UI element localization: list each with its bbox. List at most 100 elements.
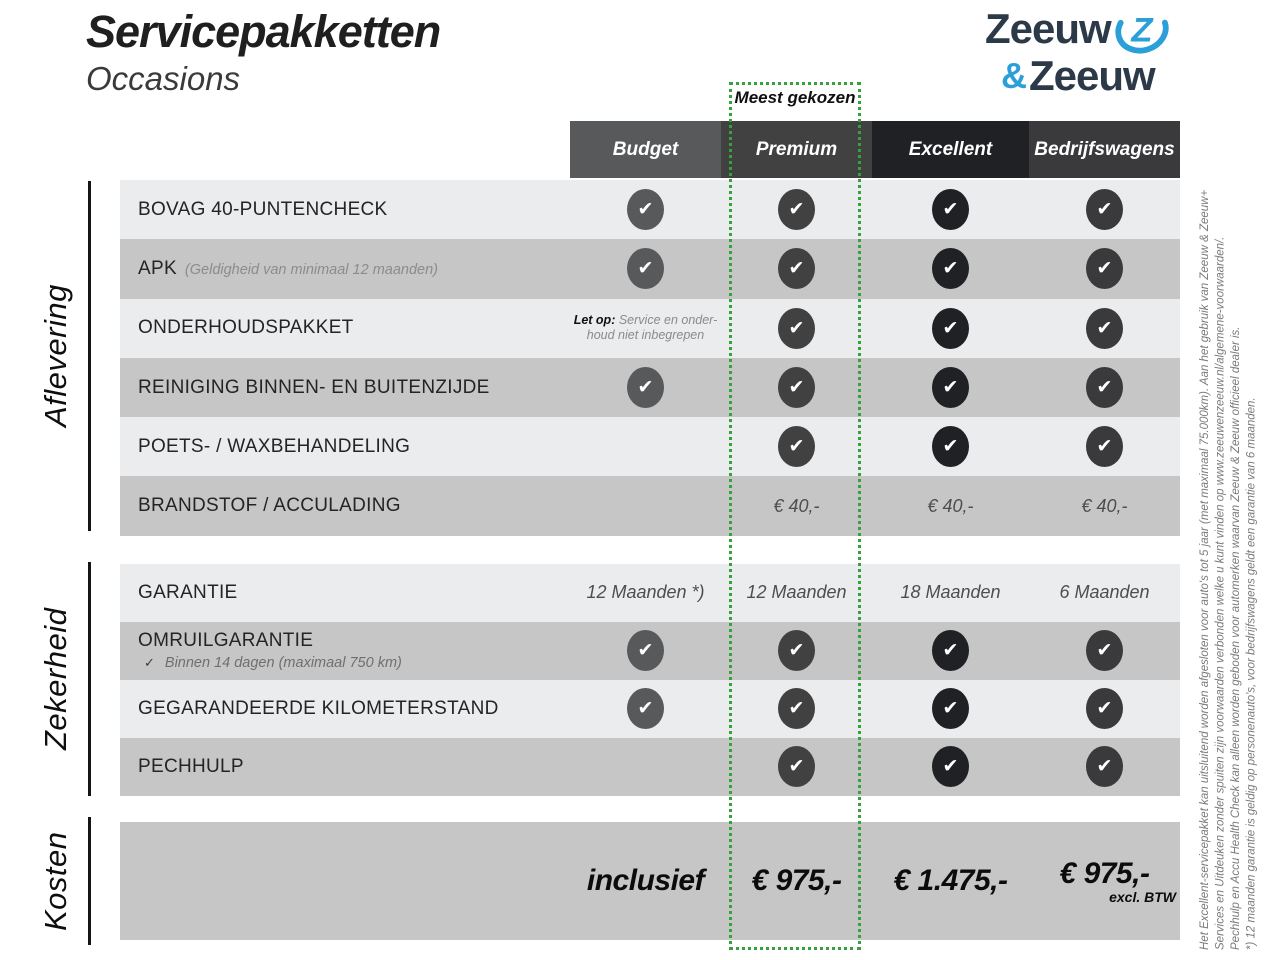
section-line-kosten bbox=[88, 817, 91, 945]
row-label: ONDERHOUDSPAKKET bbox=[138, 317, 354, 339]
table-header: Budget Premium Excellent Bedrijfswagens bbox=[570, 121, 1180, 178]
check-cell: ✔ bbox=[570, 630, 721, 672]
page-title-block: Servicepakketten Occasions bbox=[86, 6, 441, 98]
text-cell: 12 Maanden bbox=[721, 582, 872, 603]
most-chosen-badge: Meest gekozen bbox=[734, 88, 856, 107]
footnote-line: *) 12 maanden garantie is geldig op pers… bbox=[1245, 397, 1258, 950]
column-header-bedrijfswagens: Bedrijfswagens bbox=[1029, 121, 1180, 178]
section-gap bbox=[120, 535, 1180, 564]
row-label: REINIGING BINNEN- EN BUITENZIJDE bbox=[138, 376, 490, 398]
check-icon: ✔ bbox=[932, 630, 969, 672]
check-icon: ✔ bbox=[778, 630, 815, 672]
check-cell: ✔ bbox=[1029, 367, 1180, 409]
note-bold: Let op: bbox=[573, 313, 619, 328]
check-cell: ✔ bbox=[721, 307, 872, 349]
value-text: 18 Maanden bbox=[900, 582, 1001, 603]
check-icon: ✔ bbox=[627, 189, 664, 231]
row-label-cell: APK (Geldigheid van minimaal 12 maanden) bbox=[120, 258, 570, 280]
check-icon: ✔ bbox=[627, 248, 664, 290]
price-value: € 975,- bbox=[751, 863, 842, 897]
check-icon: ✔ bbox=[778, 426, 815, 468]
check-cell: ✔ bbox=[721, 426, 872, 468]
value-text: € 40,- bbox=[773, 495, 820, 516]
footnote-line: Pechhulp en Accu Health Check kan alleen… bbox=[1230, 326, 1242, 951]
row-label: APK bbox=[138, 257, 177, 279]
small-check-icon: ✓ bbox=[144, 655, 155, 671]
z-swoosh-icon: Z bbox=[1113, 4, 1171, 61]
value-text: € 40,- bbox=[1081, 495, 1128, 516]
check-cell: ✔ bbox=[570, 367, 721, 409]
check-icon: ✔ bbox=[932, 688, 969, 730]
text-cell: € 40,- bbox=[721, 496, 872, 517]
row-label: OMRUILGARANTIE bbox=[138, 630, 314, 652]
section-label-kosten: Kosten bbox=[38, 831, 73, 931]
check-cell: ✔ bbox=[872, 189, 1029, 231]
table-row: GARANTIE 12 Maanden *) 12 Maanden 18 Maande… bbox=[120, 563, 1180, 622]
check-cell: ✔ bbox=[1029, 248, 1180, 290]
table-row: APK (Geldigheid van minimaal 12 maanden) ✔… bbox=[120, 239, 1180, 299]
column-header-excellent: Excellent bbox=[872, 121, 1029, 178]
price-value: € 975,- bbox=[1059, 856, 1150, 890]
footnote-line: Het Excellent-servicepakket kan uitsluit… bbox=[1199, 189, 1211, 950]
row-label: BRANDSTOF / ACCULADING bbox=[138, 495, 401, 517]
check-icon: ✔ bbox=[778, 367, 815, 409]
check-cell: ✔ bbox=[872, 630, 1029, 672]
row-label-cell: ONDERHOUDSPAKKET bbox=[120, 317, 570, 339]
row-label-cell: PECHHULP bbox=[120, 756, 570, 778]
table-row: GEGARANDEERDE KILOMETERSTAND ✔ ✔ ✔ ✔ bbox=[120, 679, 1180, 738]
value-text: 12 Maanden *) bbox=[586, 582, 705, 603]
footnote-line: Services en Uitdeuken zonder spuiten zij… bbox=[1214, 236, 1227, 950]
note-text: Let op: Service en onder-houd niet inbeg… bbox=[573, 313, 718, 343]
check-cell: ✔ bbox=[872, 367, 1029, 409]
row-label-cell: GEGARANDEERDE KILOMETERSTAND bbox=[120, 698, 570, 720]
check-cell: ✔ bbox=[1029, 630, 1180, 672]
check-icon: ✔ bbox=[1086, 248, 1123, 290]
check-cell: ✔ bbox=[872, 426, 1029, 468]
text-cell: 6 Maanden bbox=[1029, 582, 1180, 603]
check-cell: ✔ bbox=[872, 688, 1029, 730]
price-value: € 1.475,- bbox=[893, 863, 1008, 897]
table-rows: BOVAG 40-PUNTENCHECK ✔ ✔ ✔ ✔ APK (Geldigheid v… bbox=[120, 180, 1180, 940]
table-row: OMRUILGARANTIE ✓ Binnen 14 dagen (maximaal… bbox=[120, 621, 1180, 680]
check-icon: ✔ bbox=[932, 248, 969, 290]
text-cell: € 40,- bbox=[872, 496, 1029, 517]
svg-text:Z: Z bbox=[1130, 12, 1154, 50]
fineprint-footnotes: Het Excellent-servicepakket kan uitsluit… bbox=[1198, 92, 1260, 950]
check-cell: ✔ bbox=[872, 746, 1029, 788]
value-text: 6 Maanden bbox=[1059, 582, 1150, 603]
check-icon: ✔ bbox=[932, 426, 969, 468]
check-cell: ✔ bbox=[1029, 189, 1180, 231]
column-header-premium: Premium bbox=[721, 121, 872, 178]
check-icon: ✔ bbox=[627, 688, 664, 730]
check-cell: ✔ bbox=[872, 307, 1029, 349]
row-sublabel: (Geldigheid van minimaal 12 maanden) bbox=[184, 261, 439, 278]
price-cell: € 975,- bbox=[721, 864, 872, 898]
table-row: PECHHULP ✔ ✔ ✔ bbox=[120, 737, 1180, 796]
value-text: 12 Maanden bbox=[746, 582, 847, 603]
logo-ampersand: & bbox=[1001, 55, 1027, 96]
section-label-zekerheid: Zekerheid bbox=[38, 607, 73, 751]
check-cell: ✔ bbox=[570, 688, 721, 730]
row-label: PECHHULP bbox=[138, 755, 244, 777]
check-cell: ✔ bbox=[570, 248, 721, 290]
column-header-budget: Budget bbox=[570, 121, 721, 178]
check-icon: ✔ bbox=[627, 630, 664, 672]
check-icon: ✔ bbox=[932, 367, 969, 409]
check-icon: ✔ bbox=[932, 307, 969, 349]
value-text: € 40,- bbox=[927, 495, 974, 516]
kosten-row: inclusief € 975,- € 1.475,- € 975,- excl. BT… bbox=[120, 821, 1180, 940]
section-gap bbox=[120, 795, 1180, 822]
check-icon: ✔ bbox=[778, 688, 815, 730]
check-cell: ✔ bbox=[1029, 746, 1180, 788]
check-icon: ✔ bbox=[1086, 630, 1123, 672]
check-icon: ✔ bbox=[778, 248, 815, 290]
table-row: ONDERHOUDSPAKKET Let op: Service en onder… bbox=[120, 298, 1180, 358]
check-icon: ✔ bbox=[778, 746, 815, 788]
row-label: BOVAG 40-PUNTENCHECK bbox=[138, 198, 388, 220]
row-label: GEGARANDEERDE KILOMETERSTAND bbox=[138, 697, 499, 719]
price-value: inclusief bbox=[586, 863, 705, 897]
check-cell: ✔ bbox=[721, 248, 872, 290]
logo-word2: Zeeuw bbox=[1029, 52, 1156, 99]
text-cell: € 40,- bbox=[1029, 496, 1180, 517]
check-cell: ✔ bbox=[570, 189, 721, 231]
